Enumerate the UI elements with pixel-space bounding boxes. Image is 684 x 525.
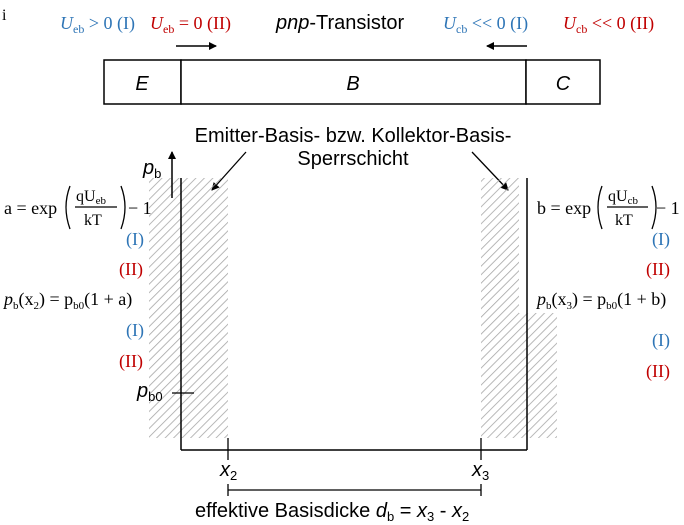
right-mark-II-lower: (II) [646,361,670,382]
collector-region [525,59,601,105]
left-equation-block: a = exp qUeb kT − 1 (I) (II) pb(x2) = pb… [2,185,152,372]
base-region [180,59,527,105]
diagram-title: pnp-Transistor [275,12,405,34]
corner-mark: i [2,7,7,24]
collector-depletion-layer-upper [481,178,519,438]
collector-depletion-layer-lower [519,313,557,438]
collector-label: C [556,73,571,95]
left-mark-I-upper: (I) [126,229,144,250]
emitter-depletion-layer [149,178,228,438]
effective-basewidth-label: effektive Basisdicke db = x3 - x2 [195,500,469,524]
right-paren-open [597,185,603,230]
a-fraction-numerator: qUeb [76,188,106,207]
b-fraction-numerator: qUcb [608,188,638,207]
left-paren-open [65,185,71,230]
right-mark-II-upper: (II) [646,259,670,280]
base-label: B [346,73,359,95]
right-mark-I-upper: (I) [652,229,670,250]
ueb-condition-red: Ueb = 0 (II) [150,13,231,36]
pb0-label: pb0 [136,380,163,404]
ucb-condition-blue: Ucb << 0 (I) [443,13,528,36]
a-definition-tail: − 1 [128,198,152,218]
junction-label-line1: Emitter-Basis- bzw. Kollektor-Basis- [195,125,512,147]
pb-axis-label: pb [142,157,161,181]
b-definition-tail: − 1 [656,198,680,218]
x3-label: x3 [471,459,489,483]
left-mark-II-lower: (II) [119,351,143,372]
left-paren-close [120,185,126,230]
a-definition-lhs: a = exp [4,198,57,218]
right-equation-block: b = exp qUcb kT − 1 (I) (II) pb(x3) = pb… [535,185,680,382]
pb-x3-equation: pb(x3) = pb0(1 + b) [535,289,666,312]
right-mark-I-lower: (I) [652,330,670,351]
a-fraction-denominator: kT [84,212,102,229]
b-fraction-denominator: kT [615,212,633,229]
x2-label: x2 [219,459,237,483]
b-definition-lhs: b = exp [537,198,591,218]
ucb-condition-red: Ucb << 0 (II) [563,13,654,36]
ueb-condition-blue: Ueb > 0 (I) [60,13,135,36]
emitter-label: E [135,73,149,95]
right-paren-close [651,185,657,230]
junction-label-line2: Sperrschicht [297,148,409,170]
pb-x2-equation: pb(x2) = pb0(1 + a) [2,289,132,312]
left-mark-I-lower: (I) [126,320,144,341]
left-mark-II-upper: (II) [119,259,143,280]
